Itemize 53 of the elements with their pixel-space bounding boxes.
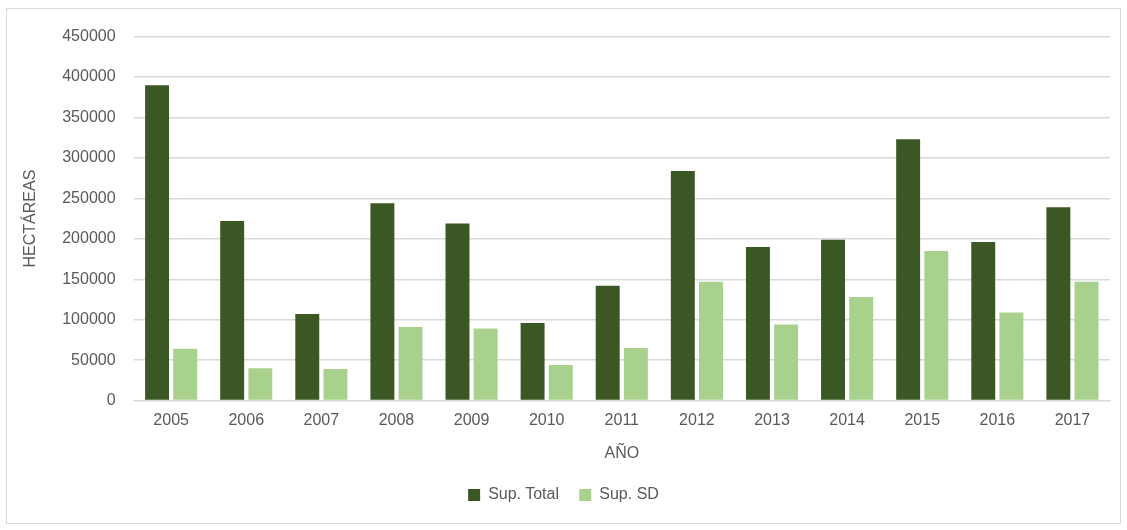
bar bbox=[971, 242, 996, 400]
x-tick-label: 2008 bbox=[378, 410, 415, 428]
y-tick-label: 150000 bbox=[62, 269, 116, 287]
bar bbox=[999, 312, 1024, 400]
bar bbox=[821, 239, 846, 400]
bar bbox=[323, 369, 348, 400]
bar bbox=[745, 246, 770, 400]
legend-label: Sup. SD bbox=[599, 485, 659, 503]
y-tick-label: 0 bbox=[106, 391, 116, 409]
bar bbox=[896, 139, 921, 400]
x-tick-label: 2013 bbox=[754, 410, 790, 428]
x-tick-label: 2016 bbox=[979, 410, 1016, 428]
y-tick-label: 250000 bbox=[62, 188, 116, 206]
bar bbox=[548, 365, 573, 400]
x-tick-label: 2006 bbox=[228, 410, 265, 428]
bar bbox=[595, 285, 620, 400]
bar bbox=[248, 368, 273, 400]
bar bbox=[670, 170, 695, 400]
bar bbox=[295, 314, 320, 400]
bar bbox=[924, 250, 949, 400]
bar bbox=[220, 221, 245, 400]
bar bbox=[849, 297, 874, 400]
bar bbox=[398, 326, 423, 400]
bar bbox=[623, 348, 648, 400]
x-tick-label: 2011 bbox=[604, 410, 640, 428]
x-tick-label: 2014 bbox=[829, 410, 866, 428]
bar bbox=[145, 85, 170, 400]
x-axis-title: AÑO bbox=[604, 441, 640, 461]
x-tick-label: 2005 bbox=[153, 410, 190, 428]
x-tick-label: 2015 bbox=[904, 410, 941, 428]
bar bbox=[699, 281, 723, 400]
bar bbox=[173, 348, 198, 400]
bar bbox=[473, 328, 498, 400]
bar bbox=[445, 223, 470, 400]
bar bbox=[774, 324, 799, 400]
x-tick-label: 2017 bbox=[1054, 410, 1091, 428]
y-tick-label: 350000 bbox=[62, 107, 116, 125]
x-tick-label: 2009 bbox=[453, 410, 490, 428]
x-tick-label: 2010 bbox=[528, 410, 565, 428]
x-tick-label: 2007 bbox=[303, 410, 340, 428]
y-tick-label: 100000 bbox=[62, 310, 116, 328]
y-tick-label: 200000 bbox=[62, 229, 116, 247]
bar bbox=[1074, 281, 1099, 400]
y-tick-label: 50000 bbox=[71, 350, 116, 368]
y-tick-label: 400000 bbox=[62, 67, 116, 85]
bar bbox=[370, 203, 395, 400]
legend-label: Sup. Total bbox=[488, 485, 559, 503]
y-axis-title: HECTÁREAS bbox=[20, 169, 39, 268]
bar bbox=[1046, 207, 1071, 400]
x-tick-label: 2012 bbox=[679, 410, 715, 428]
y-tick-label: 300000 bbox=[62, 148, 116, 166]
bar bbox=[520, 322, 545, 400]
y-tick-label: 450000 bbox=[62, 27, 116, 45]
